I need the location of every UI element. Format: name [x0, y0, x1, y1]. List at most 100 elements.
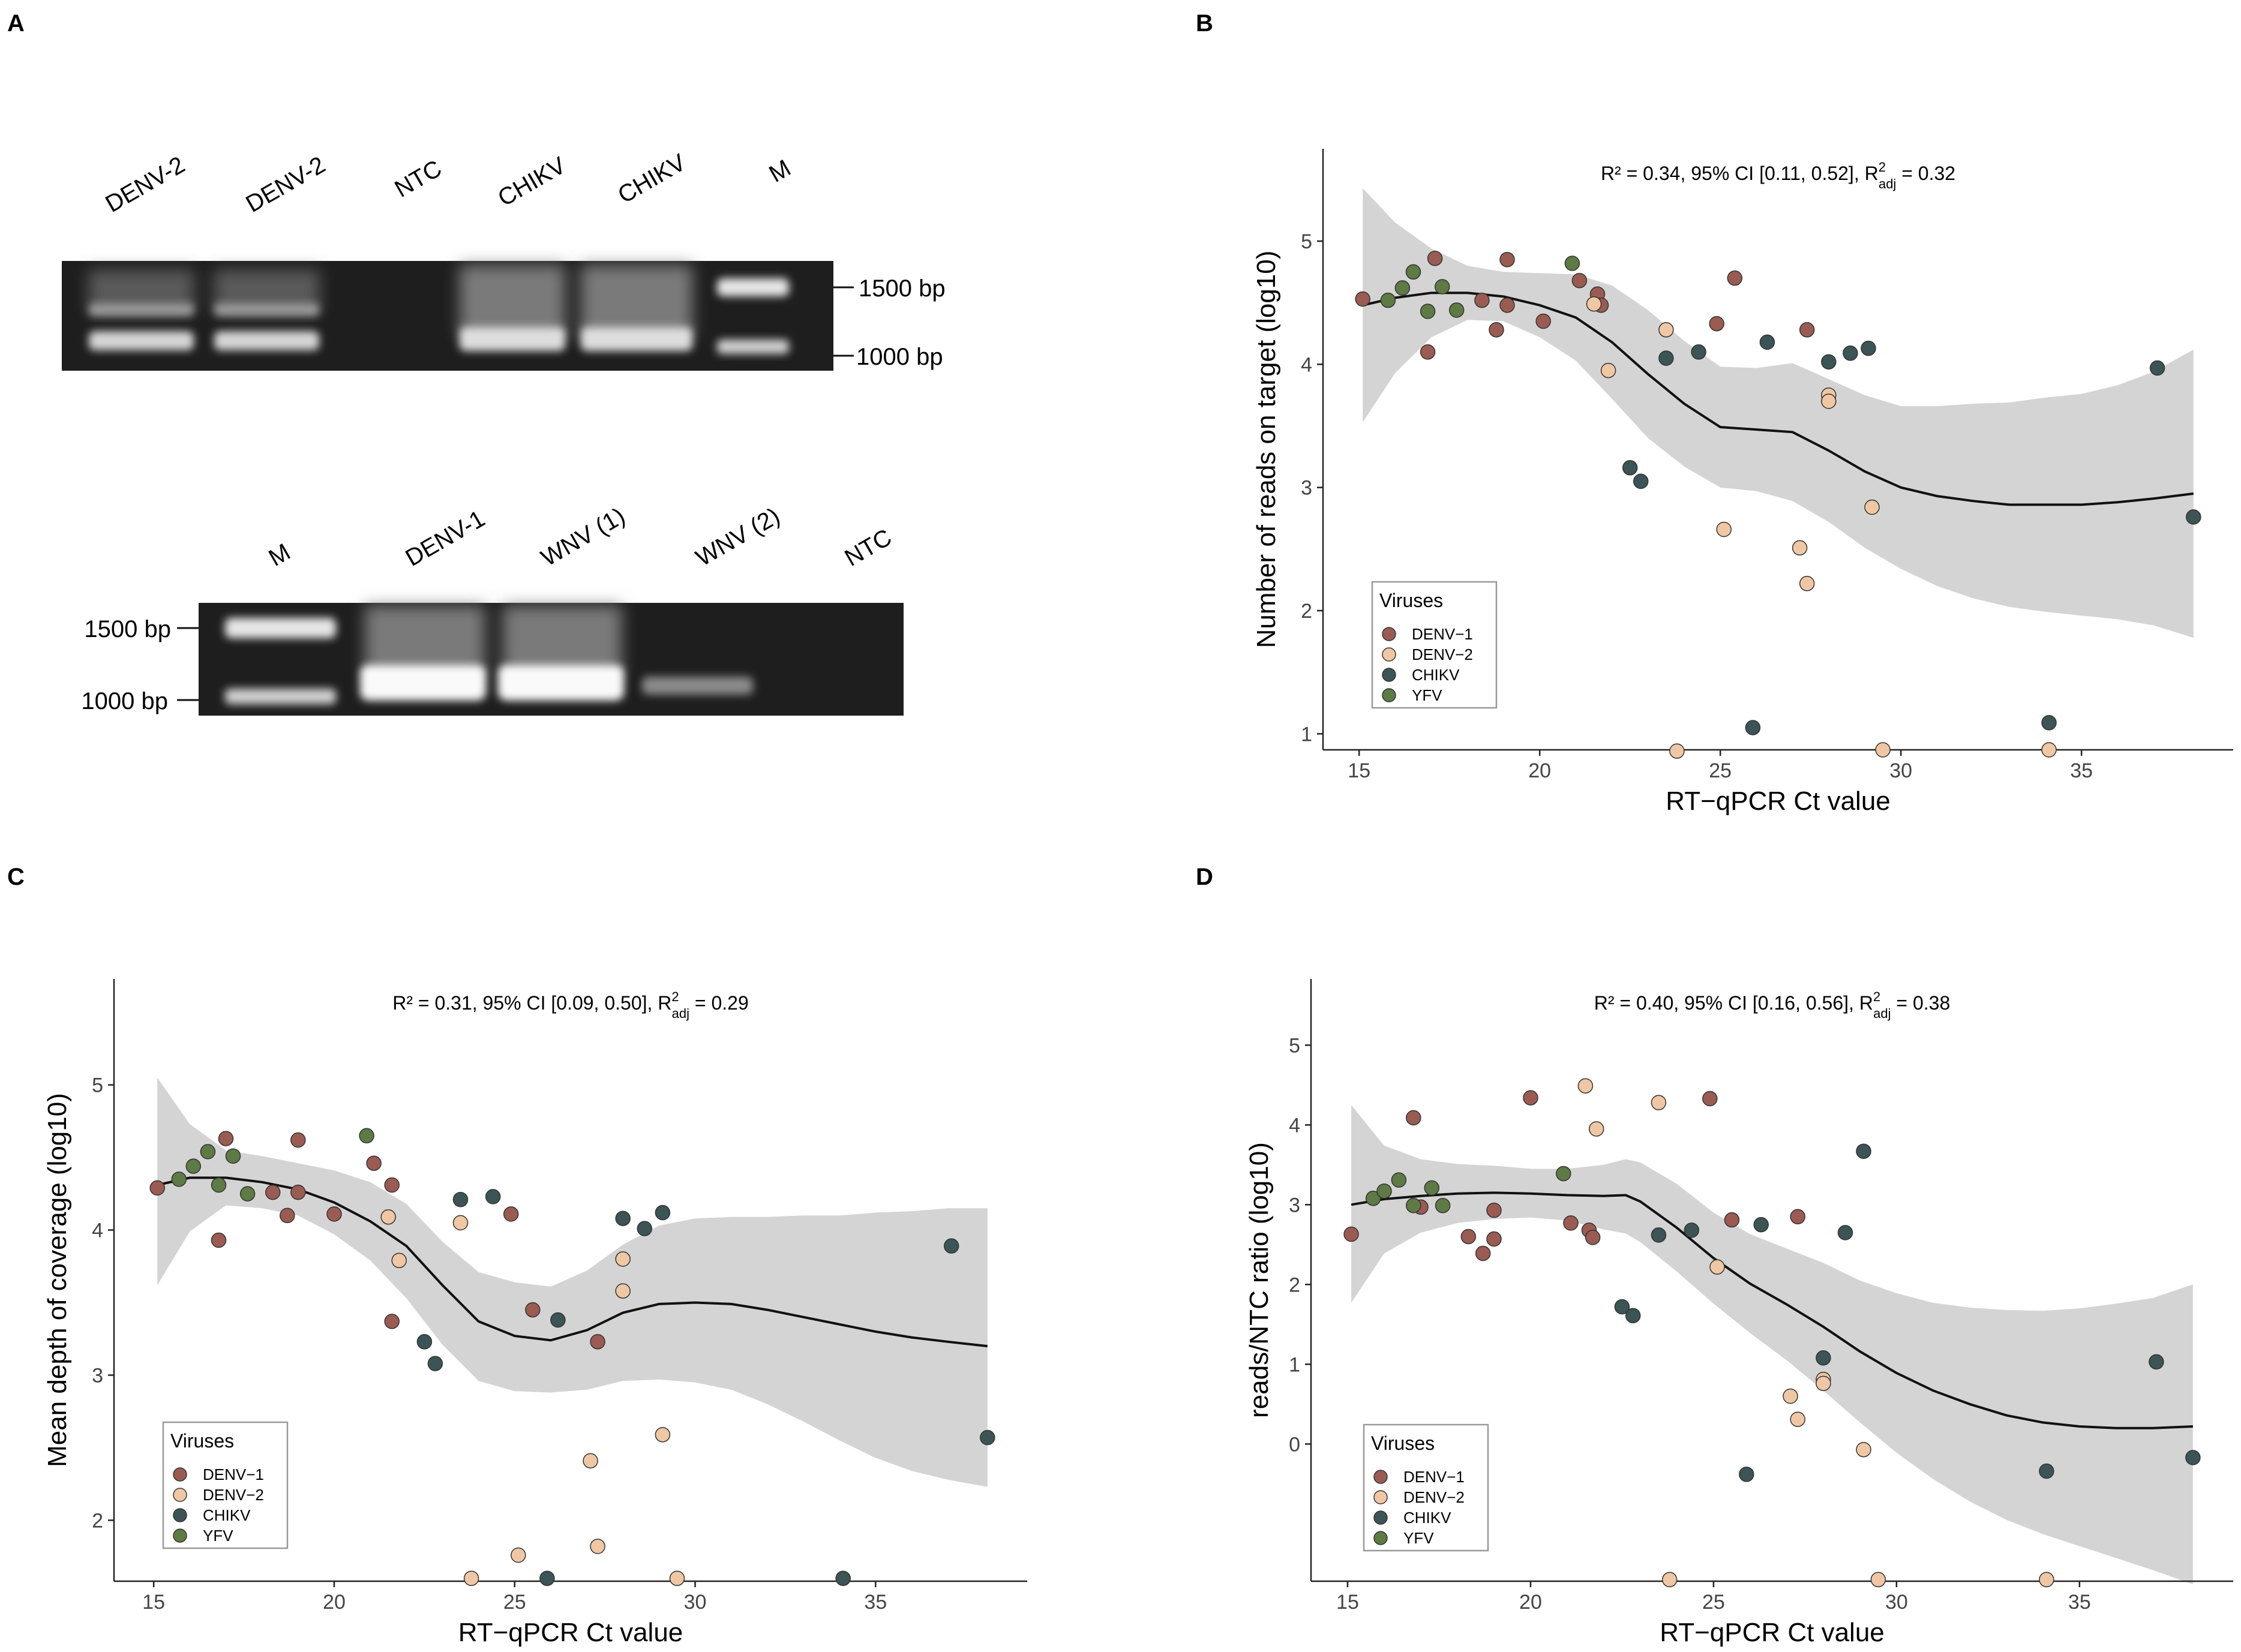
- data-point-denv-1: [1406, 1110, 1421, 1126]
- gel-bottom-marker-1500: 1500 bp: [84, 616, 171, 642]
- data-point-chikv: [2149, 1354, 2164, 1370]
- panel-letter-d: D: [1196, 864, 1213, 890]
- annotation-main: R² = 0.40, 95% CI [0.16, 0.56], R: [1594, 992, 1873, 1014]
- data-point-chikv: [1622, 460, 1638, 476]
- data-point-denv-1: [525, 1302, 541, 1318]
- data-point-chikv: [427, 1356, 443, 1371]
- r-squared-annotation: R² = 0.34, 95% CI [0.11, 0.52], R2 adj = …: [1601, 160, 1955, 191]
- data-point-chikv: [1821, 354, 1837, 370]
- legend-entry: YFV: [1403, 1529, 1434, 1547]
- data-point-yfv: [1394, 280, 1411, 296]
- legend-marker: [173, 1467, 187, 1482]
- data-point-chikv: [1843, 346, 1858, 361]
- legend-marker: [1373, 1510, 1388, 1525]
- legend-title: Viruses: [170, 1430, 234, 1452]
- data-point-denv-2: [1600, 362, 1616, 379]
- y-tick-label: 3: [1289, 1194, 1300, 1217]
- data-point-denv-2: [1799, 576, 1815, 591]
- data-point-denv-1: [1535, 313, 1551, 329]
- data-point-denv-2: [1875, 742, 1891, 758]
- data-point-denv-2: [1588, 1121, 1604, 1137]
- legend-marker: [173, 1488, 187, 1502]
- data-point-denv-2: [1790, 1411, 1805, 1427]
- legend: Viruses DENV−1 DENV−2 CHIKV YFV: [1363, 1423, 1489, 1552]
- gel-bottom-marker-1000: 1000 bp: [81, 688, 168, 714]
- data-point-yfv: [1380, 292, 1396, 308]
- data-point-chikv: [980, 1429, 995, 1446]
- x-tick-label: 20: [1519, 1591, 1542, 1614]
- legend-entry: CHIKV: [1403, 1509, 1451, 1527]
- legend-marker: [1373, 1470, 1388, 1484]
- legend-box: [1371, 581, 1498, 709]
- data-point-chikv: [1614, 1299, 1630, 1315]
- y-axis-label: Mean depth of coverage (log10): [43, 1093, 72, 1467]
- data-point-yfv: [1420, 304, 1436, 319]
- data-point-denv-2: [1651, 1095, 1667, 1110]
- data-point-denv-2: [1821, 394, 1837, 409]
- gel-top-lane-2-bands: [214, 270, 319, 350]
- data-point-denv-2: [463, 1570, 479, 1586]
- gel-top-marker-1500: 1500 bp: [859, 275, 946, 302]
- data-point-yfv: [171, 1172, 187, 1187]
- legend-entry: DENV−1: [1403, 1468, 1465, 1486]
- legend-marker: [1382, 668, 1396, 682]
- data-point-denv-2: [1661, 1572, 1678, 1588]
- data-point-denv-2: [1586, 296, 1602, 312]
- data-point-denv-1: [1585, 1230, 1601, 1245]
- data-point-denv-2: [1816, 1375, 1831, 1391]
- confidence-ribbon: [157, 1077, 988, 1487]
- data-point-denv-1: [1486, 1202, 1502, 1218]
- legend: Viruses DENV−1 DENV−2 CHIKV YFV: [1371, 581, 1498, 709]
- panel-letter-c: C: [7, 864, 25, 890]
- data-point-yfv: [225, 1148, 241, 1164]
- legend-marker: [1373, 1531, 1388, 1545]
- y-tick-label: 5: [92, 1074, 103, 1097]
- data-point-denv-1: [1460, 1229, 1477, 1245]
- data-point-denv-1: [1790, 1209, 1805, 1225]
- data-point-denv-1: [1427, 250, 1443, 266]
- legend-entry: DENV−2: [1412, 645, 1473, 663]
- data-point-denv-1: [1474, 292, 1490, 308]
- legend-marker: [1382, 647, 1396, 662]
- data-point-denv-1: [290, 1132, 306, 1148]
- legend-title: Viruses: [1371, 1432, 1435, 1454]
- data-point-denv-1: [326, 1206, 342, 1222]
- gel-top-lane-4-bands: [460, 265, 565, 351]
- data-point-yfv: [359, 1128, 374, 1144]
- chart-b: 15 20 25 30 35 1 2 3 4 5 RT−qPCR Ct value Number of…: [1252, 149, 2233, 816]
- annotation-sup: 2: [671, 989, 679, 1004]
- y-tick-label: 5: [1289, 1034, 1300, 1057]
- data-point-chikv: [452, 1191, 469, 1208]
- data-point-denv-2: [669, 1570, 685, 1586]
- data-point-denv-1: [590, 1334, 605, 1350]
- x-axis-label: RT−qPCR Ct value: [458, 1618, 683, 1647]
- y-tick-label: 5: [1301, 230, 1312, 253]
- gel-bottom-lane-denv1-bands: [360, 606, 486, 701]
- y-tick-label: 4: [1301, 353, 1312, 376]
- data-point-yfv: [200, 1144, 216, 1160]
- data-point-denv-2: [1709, 1259, 1725, 1275]
- data-point-yfv: [1434, 279, 1450, 295]
- data-point-denv-2: [615, 1283, 631, 1299]
- annotation-sub: adj: [1873, 1006, 1891, 1021]
- y-tick-label: 1: [1301, 723, 1312, 746]
- data-point-chikv: [2185, 1450, 2201, 1465]
- x-tick-label: 30: [1889, 759, 1912, 782]
- data-point-denv-2: [511, 1547, 526, 1563]
- data-point-chikv: [637, 1221, 653, 1236]
- annotation-main: R² = 0.34, 95% CI [0.11, 0.52], R: [1601, 163, 1879, 184]
- annotation-sup: 2: [1879, 160, 1886, 175]
- data-point-denv-2: [2041, 742, 2057, 758]
- r-squared-annotation: R² = 0.31, 95% CI [0.09, 0.50], R2 adj = …: [392, 989, 749, 1021]
- data-point-chikv: [1745, 720, 1761, 735]
- gel-top-marker-lane: [717, 278, 789, 354]
- data-point-yfv: [239, 1186, 256, 1202]
- annotation-sub: adj: [672, 1006, 689, 1021]
- legend-title: Viruses: [1379, 590, 1443, 611]
- y-tick-label: 3: [1301, 477, 1312, 500]
- data-point-chikv: [539, 1570, 555, 1586]
- data-point-denv-2: [1792, 540, 1808, 556]
- data-point-denv-2: [1669, 743, 1685, 759]
- x-tick-label: 25: [503, 1591, 526, 1614]
